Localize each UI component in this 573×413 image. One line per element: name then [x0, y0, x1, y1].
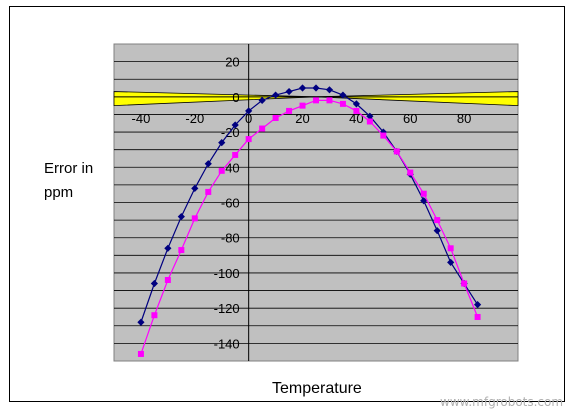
- x-tick-label: 20: [295, 111, 309, 126]
- x-tick-label: -40: [132, 111, 151, 126]
- data-point-diamond: [272, 91, 280, 99]
- data-point-square: [447, 245, 454, 252]
- data-point-square: [286, 107, 293, 114]
- data-point-square: [164, 276, 171, 283]
- y-tick-label: 0: [232, 90, 239, 105]
- data-point-diamond: [352, 100, 360, 108]
- data-point-square: [232, 151, 239, 158]
- x-tick-label: 0: [245, 111, 252, 126]
- data-point-square: [259, 125, 266, 132]
- data-point-square: [353, 107, 360, 114]
- data-point-square: [191, 215, 198, 222]
- data-point-diamond: [231, 121, 239, 129]
- data-point-diamond: [218, 139, 226, 147]
- data-point-square: [474, 313, 481, 320]
- y-tick-label: -140: [214, 336, 240, 351]
- data-point-square: [151, 312, 158, 319]
- data-point-square: [326, 97, 333, 104]
- data-point-diamond: [312, 84, 320, 92]
- data-point-diamond: [164, 244, 172, 252]
- data-point-diamond: [191, 184, 199, 193]
- y-axis-label: Error in ppm: [44, 160, 94, 201]
- data-point-diamond: [245, 107, 253, 115]
- data-point-square: [393, 148, 400, 155]
- data-point-diamond: [420, 197, 428, 205]
- data-point-square: [461, 280, 468, 287]
- chart-svg: -40 -20 0 20 40 60 80 20 0 -20 -40 -60 -80 -100 -120 -1…: [113, 43, 519, 362]
- data-point-diamond: [298, 84, 307, 92]
- data-point-square: [272, 114, 279, 121]
- data-point-square: [339, 100, 346, 107]
- y-tick-label: -100: [214, 266, 240, 281]
- series-line: [140, 99, 479, 355]
- data-point-diamond: [177, 212, 185, 221]
- data-point-diamond: [366, 112, 374, 120]
- data-point-square: [380, 132, 387, 139]
- y-tick-label: 20: [225, 55, 239, 70]
- data-point-square: [218, 167, 225, 174]
- data-point-square: [205, 188, 212, 195]
- x-tick-label: 60: [403, 111, 417, 126]
- y-tick-label: -40: [221, 160, 240, 175]
- data-point-diamond: [474, 301, 482, 309]
- data-point-square: [178, 247, 185, 254]
- x-tick-label: 80: [457, 111, 471, 126]
- y-tick-label: -20: [221, 125, 240, 140]
- y-tick-label: -80: [221, 231, 240, 246]
- data-point-square: [407, 169, 414, 176]
- y-tick-label: -60: [221, 196, 240, 211]
- data-point-diamond: [285, 87, 293, 96]
- x-tick-label: 40: [349, 111, 363, 126]
- data-point-diamond: [150, 279, 158, 288]
- data-point-diamond: [204, 160, 212, 168]
- data-point-diamond: [433, 227, 441, 235]
- data-point-diamond: [325, 86, 334, 94]
- y-tick-label: -120: [214, 301, 240, 316]
- chart-frame: -40 -20 0 20 40 60 80 20 0 -20 -40 -60 -80 -100 -120 -1…: [9, 6, 565, 402]
- data-point-square: [299, 102, 306, 109]
- data-point-square: [434, 217, 441, 224]
- x-tick-label: -20: [185, 111, 204, 126]
- data-point-square: [366, 118, 373, 125]
- data-point-diamond: [339, 91, 347, 99]
- x-axis-label: Temperature: [272, 380, 362, 397]
- watermark-text: www.mfgrobots.com: [440, 395, 564, 409]
- data-point-square: [137, 350, 144, 357]
- data-point-square: [245, 136, 252, 143]
- data-point-diamond: [137, 318, 145, 326]
- data-point-square: [420, 190, 427, 197]
- data-point-square: [313, 97, 319, 104]
